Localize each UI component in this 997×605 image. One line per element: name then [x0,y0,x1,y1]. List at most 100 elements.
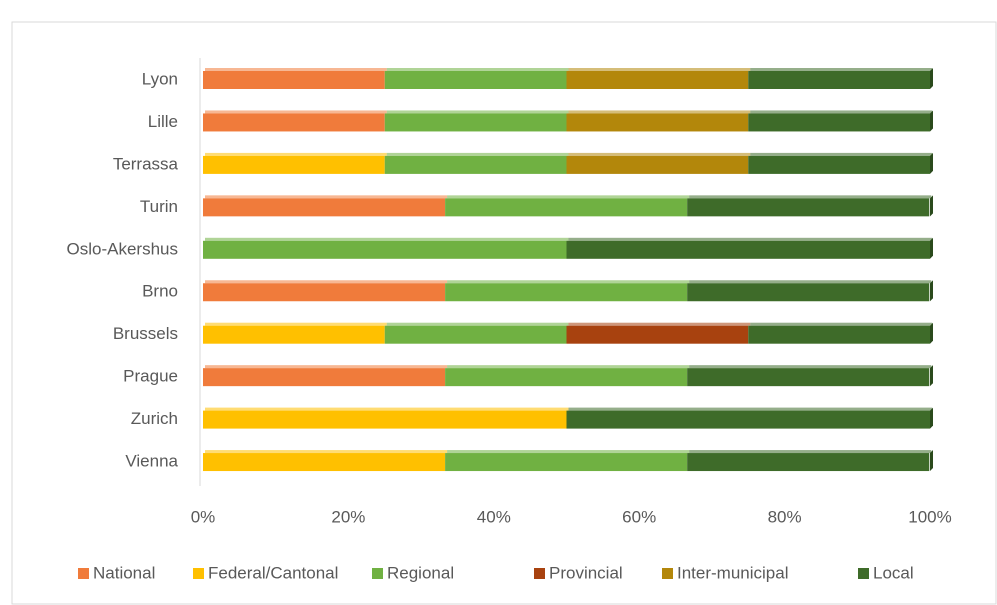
bar-top [205,322,387,326]
bar-segment [384,155,567,174]
bar-top [568,110,751,114]
bar-top [205,195,448,199]
bar-segment [203,325,385,344]
legend-swatch [662,568,673,579]
legend-label: Inter-municipal [677,563,789,582]
x-tick-label: 100% [908,507,951,526]
bar-segment [687,368,930,387]
y-tick-label: Zurich [131,409,178,428]
legend-label: National [93,563,155,582]
y-tick-label: Lyon [142,69,178,88]
bar-side [930,152,933,174]
bar-top [568,152,751,156]
bar-segment [566,113,749,132]
bar-segment [384,325,567,344]
bar-segment [687,198,930,217]
bar-segment [203,198,446,217]
bar-segment [203,113,385,132]
y-tick-label: Lille [148,112,178,131]
bar-segment [203,453,446,472]
bar-segment [203,71,385,89]
bar-side [930,195,933,217]
bar-top [568,322,751,326]
bar-segment [203,155,385,174]
y-tick-label: Vienna [125,452,178,471]
bar-segment [566,240,930,259]
x-tick-label: 20% [331,507,365,526]
bar-top [568,237,932,241]
bar-top [447,365,690,369]
bar-segment [203,368,446,387]
bar-segment [687,283,930,302]
bar-side [930,110,933,132]
bar-segment [748,325,930,344]
legend-label: Local [873,563,914,582]
legend-swatch [372,568,383,579]
bar-top [447,280,690,284]
bar-segment [566,410,930,429]
bar-top [750,322,932,326]
bar-side [930,407,933,429]
y-tick-label: Brno [142,282,178,301]
bar-top [205,407,569,411]
bar-top [568,407,932,411]
bar-top [689,365,932,369]
bar-segment [445,198,688,217]
bar-segment [384,113,567,132]
bar-top [205,450,448,454]
bar-top [689,280,932,284]
bar-segment [445,368,688,387]
legend-swatch [534,568,545,579]
bar-top [205,280,448,284]
bar-top [447,450,690,454]
legend-swatch [858,568,869,579]
bar-top [205,68,387,71]
bar-segment [566,155,749,174]
bar-top [750,110,932,114]
legend-label: Regional [387,563,454,582]
y-tick-label: Oslo-Akershus [67,239,178,258]
bar-side [930,68,933,89]
bar-top [689,450,932,454]
bar-segment [748,71,930,89]
bar-segment [445,453,688,472]
x-tick-label: 40% [477,507,511,526]
legend-swatch [193,568,204,579]
bar-segment [748,113,930,132]
bar-segment [384,71,567,89]
bar-side [930,237,933,259]
bar-side [930,365,933,387]
bar-segment [748,155,930,174]
bar-segment [203,283,446,302]
legend-label: Federal/Cantonal [208,563,338,582]
y-tick-label: Prague [123,367,178,386]
bar-top [205,110,387,114]
bar-segment [566,71,749,89]
bar-top [205,152,387,156]
y-tick-label: Turin [140,197,178,216]
bar-top [205,365,448,369]
bar-segment [687,453,930,472]
bar-top [205,237,569,241]
bar-top [750,152,932,156]
bar-top [689,195,932,199]
bar-side [930,322,933,344]
bar-segment [203,410,567,429]
bar-top [386,110,569,114]
y-tick-label: Terrassa [113,154,179,173]
bar-top [386,152,569,156]
x-tick-label: 80% [768,507,802,526]
bar-top [386,68,569,71]
legend-swatch [78,568,89,579]
bar-side [930,280,933,302]
bar-side [930,450,933,472]
bar-top [750,68,932,71]
bar-top [568,68,751,71]
legend-label: Provincial [549,563,623,582]
bar-segment [566,325,749,344]
bar-top [386,322,569,326]
bar-top [447,195,690,199]
x-tick-label: 0% [191,507,216,526]
y-tick-label: Brussels [113,324,178,343]
